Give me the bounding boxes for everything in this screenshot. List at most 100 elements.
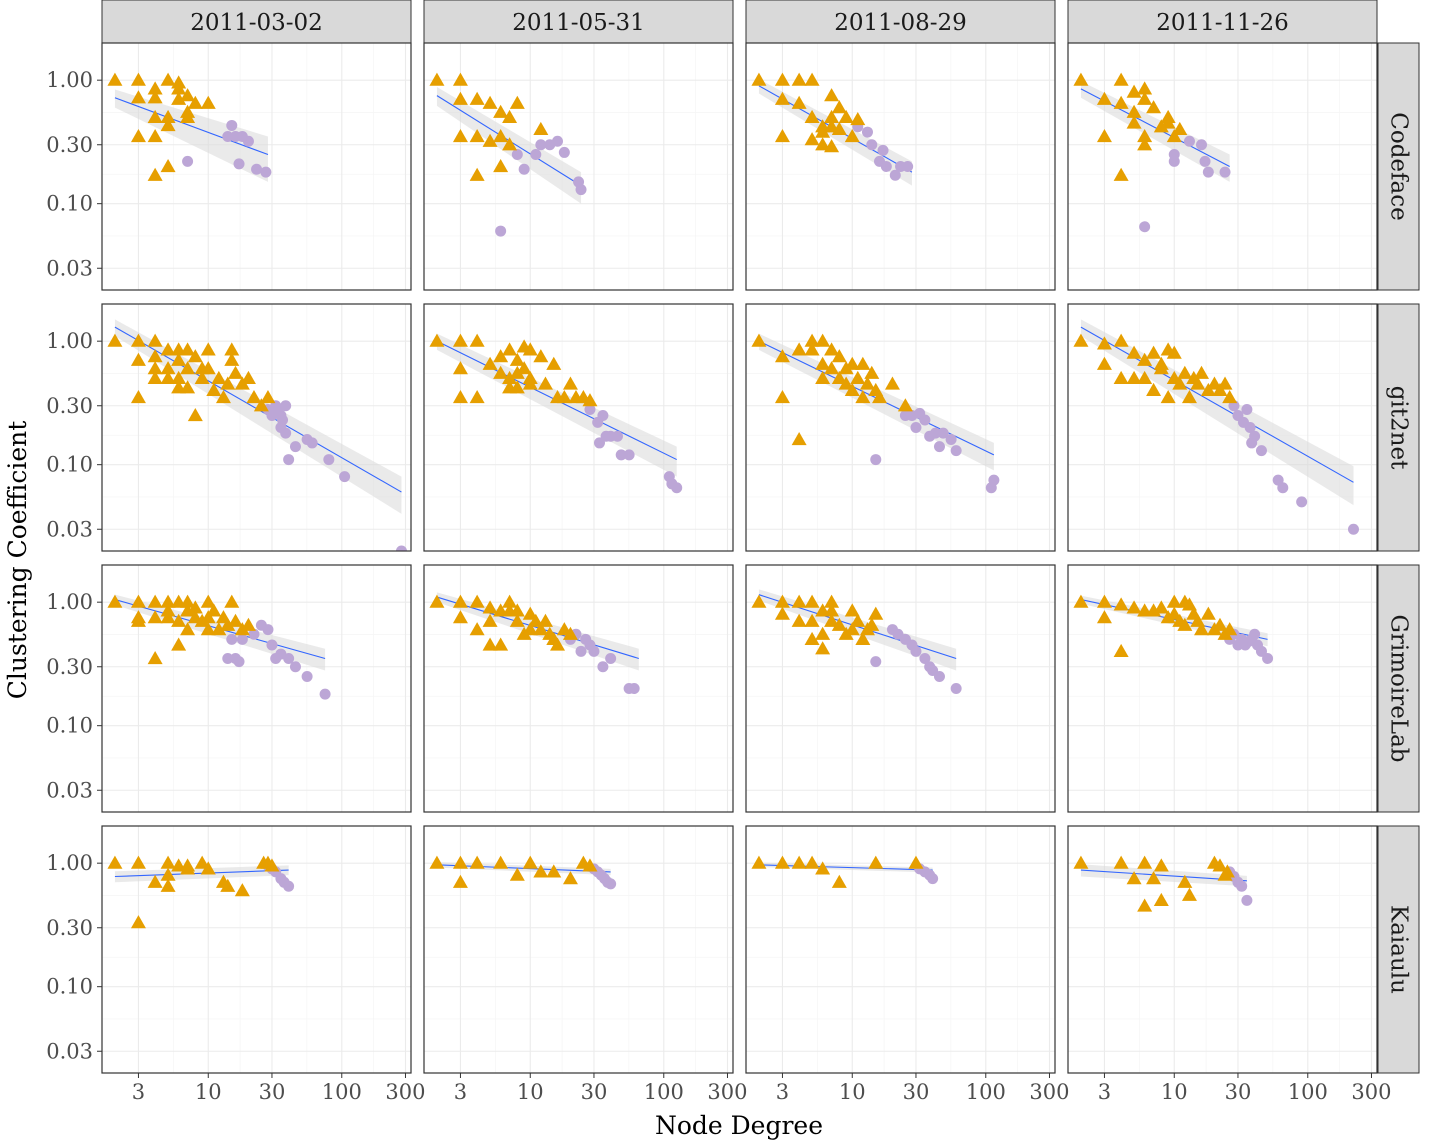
data-point-triangle [1181,597,1197,611]
data-point-triangle [1113,597,1129,611]
facet-panel [1067,42,1378,291]
data-point-triangle [824,88,840,102]
data-point-triangle [180,342,196,356]
panel-border [423,564,734,813]
data-point-triangle [582,393,598,407]
column-strip [101,0,412,44]
data-point-triangle [1222,622,1238,636]
data-point-triangle [228,365,244,379]
data-point-triangle [130,352,146,366]
data-point-circle [1219,166,1231,178]
panel-marks [751,589,962,694]
data-point-triangle [897,398,913,412]
data-point-triangle [1096,610,1112,624]
panel-background [746,304,1055,551]
data-point-triangle [1126,370,1142,384]
column-strip-label: 2011-11-26 [1156,10,1289,36]
data-point-circle [1262,652,1274,664]
data-point-triangle [482,637,498,651]
data-point-triangle [1137,898,1153,912]
data-point-triangle [469,855,485,869]
data-point-triangle [1177,365,1193,379]
data-point-triangle [160,594,176,608]
data-point-triangle [469,91,485,105]
data-point-triangle [872,389,888,404]
data-point-triangle [493,855,509,869]
data-point-triangle [537,613,553,627]
data-point-triangle [1137,352,1153,366]
data-point-triangle [868,855,884,869]
data-point-circle [1296,496,1308,508]
data-point-triangle [855,389,871,404]
x-tick-label: 30 [259,1080,286,1104]
data-point-triangle [493,637,509,651]
data-point-triangle [509,352,525,366]
data-point-triangle [502,342,518,356]
data-point-triangle [147,361,163,375]
x-tick-label: 100 [966,1080,1006,1104]
row-strip [1377,42,1420,291]
fit-line [1080,326,1354,483]
data-point-triangle [791,855,807,869]
data-point-circle [266,639,278,651]
data-point-triangle [1181,389,1197,404]
data-point-triangle [859,376,875,390]
data-point-triangle [522,376,538,390]
data-point-triangle [1160,389,1176,404]
data-point-triangle [187,349,203,363]
data-point-triangle [160,72,176,86]
data-point-triangle [804,631,820,645]
data-point-triangle [482,133,498,147]
data-point-triangle [1172,121,1188,135]
data-point-triangle [1146,345,1162,359]
panel-border [1067,42,1378,291]
x-tick-label: 3 [454,1080,467,1104]
data-point-triangle [509,380,525,394]
data-point-triangle [804,72,820,86]
data-point-triangle [774,389,790,404]
data-point-triangle [522,606,538,620]
data-point-triangle [824,613,840,627]
facet-panel [423,42,734,291]
data-point-triangle [147,128,163,143]
data-point-triangle [1153,361,1169,375]
data-point-circle [866,139,878,151]
x-tick-label: 10 [517,1080,544,1104]
data-point-triangle [791,613,807,627]
data-point-triangle [824,342,840,356]
data-point-triangle [509,867,525,881]
panel-marks [429,72,587,237]
data-point-triangle [452,610,468,624]
data-point-triangle [147,90,163,104]
data-point-triangle [533,121,549,135]
x-tick-label: 30 [581,1080,608,1104]
data-point-triangle [452,389,468,404]
data-point-circle [1347,523,1359,535]
data-point-triangle [147,650,163,665]
data-point-circle [535,139,547,151]
data-point-triangle [774,128,790,143]
facet-panel [101,42,412,291]
data-point-triangle [815,124,831,138]
data-point-triangle [533,622,549,636]
data-point-triangle [1190,376,1206,390]
data-point-triangle [855,356,871,370]
data-point-triangle [774,91,790,105]
data-point-triangle [1166,606,1182,620]
data-point-triangle [160,361,176,375]
y-tick-label: 0.10 [46,453,93,477]
data-point-circle [283,652,295,664]
data-point-triangle [804,342,820,356]
data-point-circle [877,144,889,156]
data-point-triangle [1113,855,1129,869]
data-point-triangle [147,167,163,181]
y-tick-label: 1.00 [46,851,93,875]
data-point-circle [306,437,318,449]
data-point-triangle [774,855,790,869]
data-point-triangle [147,874,163,888]
data-point-triangle [160,342,176,356]
row-strip-label: GrimoireLab [1386,614,1412,762]
data-point-triangle [180,622,196,636]
data-point-triangle [200,610,216,624]
data-point-triangle [844,603,860,617]
